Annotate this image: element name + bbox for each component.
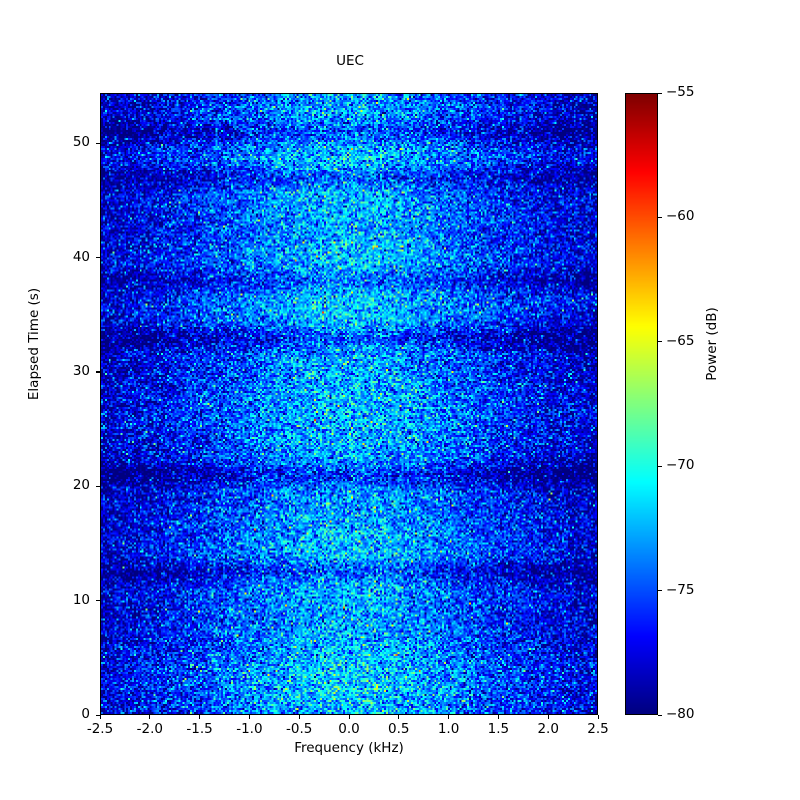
y-tick-mark <box>96 142 100 144</box>
x-tick-label: -0.5 <box>286 721 313 737</box>
colorbar-tick-mark <box>658 216 662 218</box>
x-tick-label: 2.0 <box>537 721 559 737</box>
x-tick-mark <box>547 715 549 719</box>
x-tick-label: 0.0 <box>338 721 360 737</box>
x-tick-mark <box>248 715 250 719</box>
x-tick-mark <box>298 715 300 719</box>
x-tick-label: -1.5 <box>186 721 213 737</box>
x-tick-mark <box>497 715 499 719</box>
colorbar-label: Power (dB) <box>704 307 720 381</box>
y-axis-label: Elapsed Time (s) <box>26 287 42 401</box>
colorbar-tick-label: −75 <box>666 581 695 598</box>
y-tick-mark <box>96 257 100 259</box>
colorbar-tick-label: −65 <box>666 332 695 349</box>
colorbar-tick-mark <box>658 465 662 467</box>
colorbar-tick-label: −70 <box>666 457 695 474</box>
y-tick-mark <box>96 600 100 602</box>
x-tick-label: 1.5 <box>487 721 510 737</box>
colorbar-gradient <box>626 94 657 714</box>
x-tick-mark <box>149 715 151 719</box>
x-tick-mark <box>448 715 450 719</box>
y-tick-label: 40 <box>72 248 90 265</box>
spectrogram-plot-area[interactable] <box>100 93 598 715</box>
y-tick-label: 30 <box>72 362 90 379</box>
x-tick-label: 2.5 <box>587 721 609 737</box>
y-tick-label: 10 <box>72 591 90 608</box>
y-tick-mark <box>96 485 100 487</box>
colorbar-tick-mark <box>658 590 662 592</box>
spectrogram-image <box>101 94 597 714</box>
x-tick-mark <box>99 715 101 719</box>
y-tick-label: 50 <box>72 134 90 151</box>
x-tick-label: 1.0 <box>437 721 460 737</box>
colorbar-tick-mark <box>658 92 662 94</box>
colorbar-tick-mark <box>658 341 662 343</box>
y-tick-mark <box>96 714 100 716</box>
y-tick-label: 20 <box>72 477 90 494</box>
x-tick-mark <box>348 715 350 719</box>
title-line-station: UEC <box>336 52 364 69</box>
y-tick-mark <box>96 371 100 373</box>
x-tick-label: 0.5 <box>388 721 410 737</box>
colorbar-tick-mark <box>658 714 662 716</box>
colorbar-tick-label: −80 <box>666 706 695 722</box>
x-tick-mark <box>597 715 599 719</box>
colorbar-tick-label: −55 <box>666 84 695 100</box>
x-tick-mark <box>398 715 400 719</box>
y-tick-label: 0 <box>81 706 90 722</box>
colorbar[interactable] <box>625 93 658 715</box>
x-tick-label: -2.0 <box>136 721 163 737</box>
x-tick-label: -1.0 <box>236 721 263 737</box>
colorbar-tick-label: −60 <box>666 208 695 225</box>
x-axis-label: Frequency (kHz) <box>294 740 404 756</box>
x-tick-label: -2.5 <box>86 721 114 737</box>
x-tick-mark <box>199 715 201 719</box>
